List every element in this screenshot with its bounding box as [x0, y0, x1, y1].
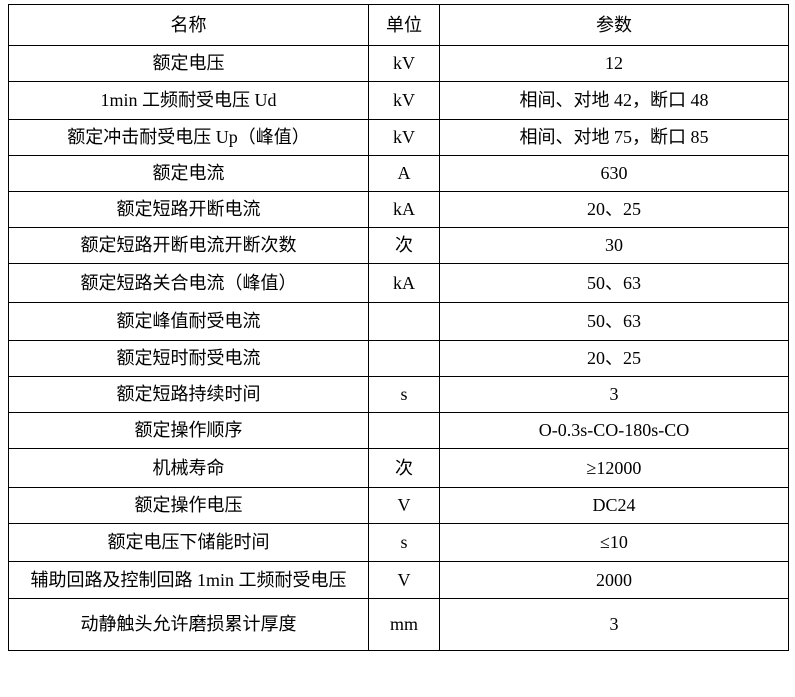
spec-table: 名称 单位 参数 额定电压 kV 12 1min 工频耐受电压 Ud kV 相间…	[8, 4, 789, 651]
table-row: 额定短路关合电流（峰值） kA 50、63	[8, 263, 789, 303]
row-value-cell: 630	[439, 155, 789, 192]
table-row: 1min 工频耐受电压 Ud kV 相间、对地 42，断口 48	[8, 81, 789, 120]
row-unit-cell: kV	[368, 81, 440, 120]
row-name-cell: 额定短路持续时间	[8, 376, 369, 413]
row-value-cell: O-0.3s-CO-180s-CO	[439, 412, 789, 449]
table-row: 额定短路开断电流 kA 20、25	[8, 191, 789, 228]
row-unit-cell: s	[368, 523, 440, 562]
row-name-cell: 额定冲击耐受电压 Up（峰值）	[8, 119, 369, 156]
row-value-cell: DC24	[439, 487, 789, 524]
row-name-cell: 动静触头允许磨损累计厚度	[8, 598, 369, 651]
row-value-cell: ≤10	[439, 523, 789, 562]
row-name-cell: 额定短路开断电流开断次数	[8, 227, 369, 264]
table-row: 辅助回路及控制回路 1min 工频耐受电压 V 2000	[8, 561, 789, 599]
table-row: 机械寿命 次 ≥12000	[8, 448, 789, 488]
row-name-cell: 额定操作顺序	[8, 412, 369, 449]
row-name-cell: 额定短时耐受电流	[8, 340, 369, 377]
header-row: 名称 单位 参数	[8, 4, 789, 46]
table-row: 额定电压 kV 12	[8, 45, 789, 82]
row-unit-cell: mm	[368, 598, 440, 651]
table-row: 额定电压下储能时间 s ≤10	[8, 523, 789, 562]
row-value-cell: 2000	[439, 561, 789, 599]
table-row: 额定冲击耐受电压 Up（峰值） kV 相间、对地 75，断口 85	[8, 119, 789, 156]
table-row: 额定电流 A 630	[8, 155, 789, 192]
row-unit-cell	[368, 340, 440, 377]
row-unit-cell: s	[368, 376, 440, 413]
row-unit-cell: kV	[368, 119, 440, 156]
row-name-cell: 额定电压	[8, 45, 369, 82]
row-unit-cell: kA	[368, 191, 440, 228]
row-value-cell: 50、63	[439, 263, 789, 303]
column-header-name: 名称	[8, 4, 369, 46]
table-row: 额定短路开断电流开断次数 次 30	[8, 227, 789, 264]
row-unit-cell: kV	[368, 45, 440, 82]
table-row: 额定峰值耐受电流 50、63	[8, 302, 789, 341]
row-unit-cell: A	[368, 155, 440, 192]
column-header-value: 参数	[439, 4, 789, 46]
table-row: 额定短路持续时间 s 3	[8, 376, 789, 413]
spec-table-body: 额定电压 kV 12 1min 工频耐受电压 Ud kV 相间、对地 42，断口…	[8, 45, 789, 651]
row-value-cell: 3	[439, 376, 789, 413]
column-header-unit: 单位	[368, 4, 440, 46]
row-value-cell: 50、63	[439, 302, 789, 341]
table-row: 额定操作电压 V DC24	[8, 487, 789, 524]
row-unit-cell: kA	[368, 263, 440, 303]
row-name-cell: 1min 工频耐受电压 Ud	[8, 81, 369, 120]
row-unit-cell: V	[368, 487, 440, 524]
row-unit-cell: 次	[368, 227, 440, 264]
row-unit-cell	[368, 302, 440, 341]
row-value-cell: 30	[439, 227, 789, 264]
row-name-cell: 额定峰值耐受电流	[8, 302, 369, 341]
table-row: 额定操作顺序 O-0.3s-CO-180s-CO	[8, 412, 789, 449]
row-name-cell: 额定短路关合电流（峰值）	[8, 263, 369, 303]
row-name-cell: 额定电流	[8, 155, 369, 192]
row-value-cell: 3	[439, 598, 789, 651]
table-row: 额定短时耐受电流 20、25	[8, 340, 789, 377]
row-unit-cell: 次	[368, 448, 440, 488]
row-name-cell: 额定短路开断电流	[8, 191, 369, 228]
row-name-cell: 额定电压下储能时间	[8, 523, 369, 562]
row-name-cell: 额定操作电压	[8, 487, 369, 524]
row-unit-cell: V	[368, 561, 440, 599]
row-name-cell: 机械寿命	[8, 448, 369, 488]
row-name-cell: 辅助回路及控制回路 1min 工频耐受电压	[8, 561, 369, 599]
row-value-cell: ≥12000	[439, 448, 789, 488]
row-value-cell: 12	[439, 45, 789, 82]
row-value-cell: 20、25	[439, 191, 789, 228]
row-unit-cell	[368, 412, 440, 449]
row-value-cell: 相间、对地 42，断口 48	[439, 81, 789, 120]
row-value-cell: 相间、对地 75，断口 85	[439, 119, 789, 156]
row-value-cell: 20、25	[439, 340, 789, 377]
table-row: 动静触头允许磨损累计厚度 mm 3	[8, 598, 789, 651]
